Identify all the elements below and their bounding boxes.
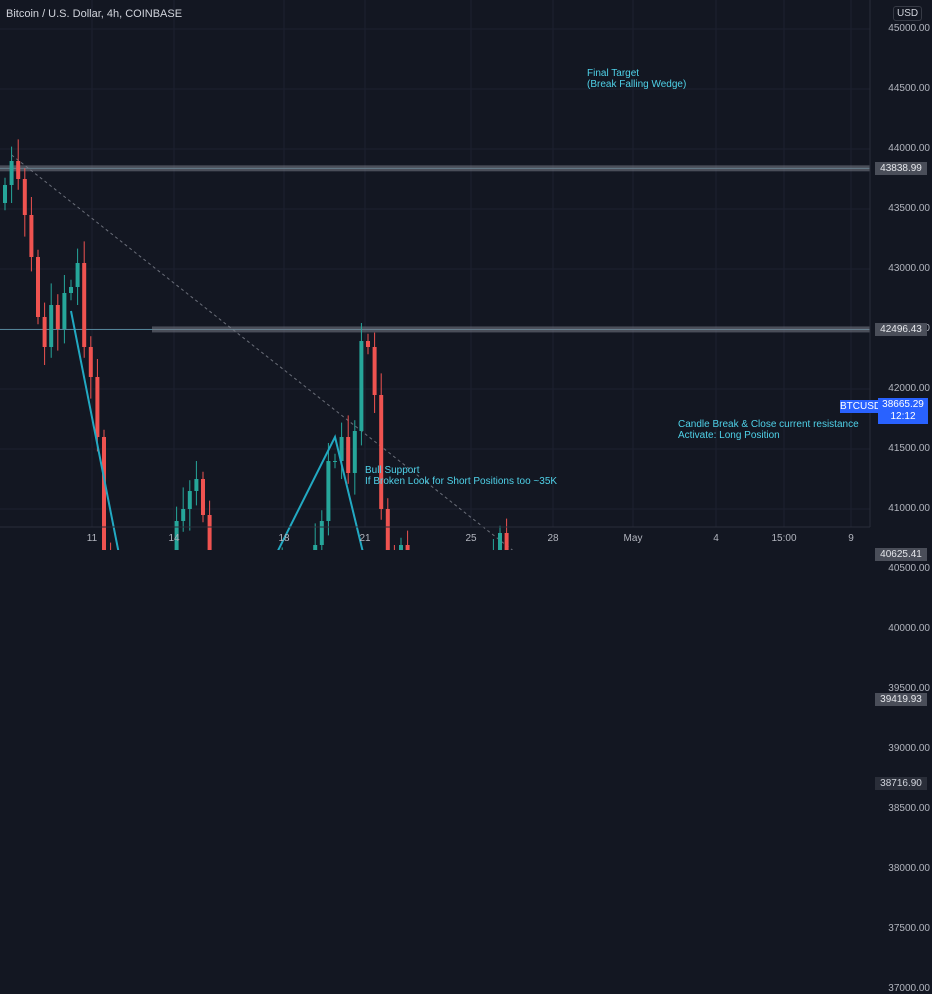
x-tick-label: 9 xyxy=(848,533,854,544)
price-chart[interactable] xyxy=(0,0,932,550)
candle-body xyxy=(42,317,47,347)
currency-label[interactable]: USD xyxy=(893,6,923,21)
y-tick-label: 38000.00 xyxy=(888,863,930,874)
wedge-trendlines xyxy=(11,154,514,550)
x-tick-label: 21 xyxy=(359,533,371,544)
candle-body xyxy=(346,437,351,473)
level-band xyxy=(152,326,870,333)
candle-body xyxy=(326,461,331,521)
horizontal-levels xyxy=(0,165,870,333)
candle-body xyxy=(49,305,54,347)
y-tick-label: 43500.00 xyxy=(888,203,930,214)
x-tick-label: 4 xyxy=(713,533,719,544)
candles xyxy=(3,139,509,550)
candle-body xyxy=(372,347,377,395)
candle-body xyxy=(385,509,390,550)
x-tick-label: 18 xyxy=(278,533,290,544)
level-band xyxy=(0,165,870,172)
y-tick-label: 40500.00 xyxy=(888,563,930,574)
candle-body xyxy=(29,215,34,257)
candle-body xyxy=(194,479,199,491)
x-tick-label: 28 xyxy=(547,533,559,544)
candle-body xyxy=(359,341,364,431)
candle-body xyxy=(319,521,324,545)
candle-body xyxy=(75,263,80,287)
y-tick-label: 45000.00 xyxy=(888,23,930,34)
chart-title: Bitcoin / U.S. Dollar, 4h, COINBASE xyxy=(6,8,183,20)
candle-body xyxy=(9,161,14,185)
y-tick-label: 41000.00 xyxy=(888,503,930,514)
y-tick-label: 37000.00 xyxy=(888,983,930,994)
y-tick-label: 44000.00 xyxy=(888,143,930,154)
y-tick-label: 38500.00 xyxy=(888,803,930,814)
x-tick-label: 11 xyxy=(86,533,98,544)
candle-body xyxy=(339,437,344,461)
x-tick-label: May xyxy=(623,533,643,544)
x-tick-label: 15:00 xyxy=(771,533,797,544)
last-price-value: 38665.29 xyxy=(882,399,924,410)
level-badge: 42496.43 xyxy=(875,323,927,337)
candle-body xyxy=(55,305,60,329)
candle-body xyxy=(36,257,40,317)
level-badge: 39419.93 xyxy=(875,692,927,706)
candle-body xyxy=(82,263,87,347)
y-tick-label: 41500.00 xyxy=(888,443,930,454)
candle-body xyxy=(62,293,67,329)
y-tick-label: 40000.00 xyxy=(888,623,930,634)
candle-body xyxy=(88,347,93,377)
candle-body xyxy=(201,479,205,515)
bar-countdown: 12:12 xyxy=(890,411,916,422)
candle-body xyxy=(207,515,212,550)
candle-body xyxy=(3,185,7,203)
final-target-note: Final Target (Break Falling Wedge) xyxy=(587,68,687,90)
candle-body xyxy=(95,377,100,437)
candle-body xyxy=(352,431,357,473)
y-tick-label: 44500.00 xyxy=(888,83,930,94)
candle-body xyxy=(504,533,509,550)
candle-body xyxy=(174,521,179,550)
bull-support-note: Bull Support If Broken Look for Short Po… xyxy=(365,465,558,487)
level-badge: 43838.99 xyxy=(875,162,927,176)
candle-body xyxy=(498,533,502,550)
level-badge: 38716.90 xyxy=(875,776,927,790)
candle-body xyxy=(69,287,73,293)
candle-body xyxy=(379,395,384,509)
x-tick-label: 14 xyxy=(168,533,180,544)
y-tick-label: 42000.00 xyxy=(888,383,930,394)
candle-body xyxy=(102,437,106,550)
symbol-tag: BTCUSD xyxy=(840,400,882,413)
y-tick-label: 43000.00 xyxy=(888,263,930,274)
wedge-trendline xyxy=(11,154,514,550)
candle-body xyxy=(181,509,186,521)
candle-body xyxy=(187,491,192,509)
x-tick-label: 25 xyxy=(465,533,477,544)
candle-body xyxy=(405,545,410,550)
last-price-badge: 38665.29 12:12 xyxy=(878,398,928,424)
candle-break-note: Candle Break & Close current resistance … xyxy=(678,419,859,441)
candle-body xyxy=(399,545,403,550)
candle-body xyxy=(22,179,27,215)
candle-body xyxy=(366,341,370,347)
candle-body xyxy=(333,461,337,462)
y-tick-label: 37500.00 xyxy=(888,923,930,934)
candle-body xyxy=(313,545,318,550)
y-tick-label: 39000.00 xyxy=(888,743,930,754)
candle-body xyxy=(16,161,21,179)
